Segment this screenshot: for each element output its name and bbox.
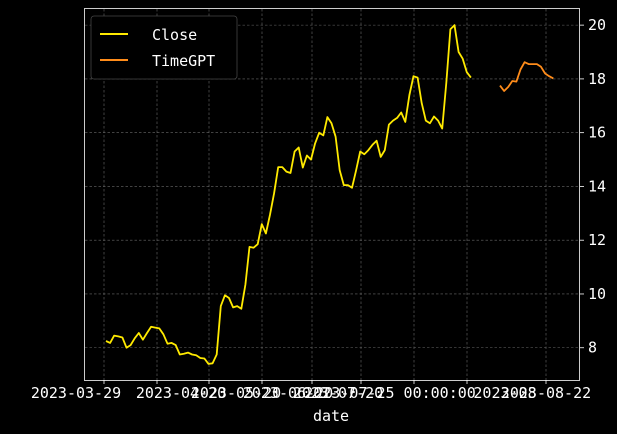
legend-box	[90, 15, 238, 80]
x-tick-label: 2023-08-22	[501, 384, 591, 402]
x-axis: 2023-03-29 2023-04-202023-05-202023-06-20…	[31, 380, 591, 402]
x-tick-label: 2023-05-20	[191, 384, 281, 402]
legend-label-timegpt: TimeGPT	[152, 52, 215, 70]
y-tick-label: 14	[588, 177, 606, 195]
y-tick-label: 20	[588, 16, 606, 34]
grid	[85, 9, 580, 380]
y-axis: 8 10 12 14 16 18 20	[580, 16, 606, 357]
x-tick-label: 2023-03-29	[31, 384, 121, 402]
series-line-close	[105, 24, 472, 365]
x-tick-label: 2023-07-20	[293, 384, 383, 402]
series-lines	[105, 24, 554, 365]
series-line-timegpt	[499, 61, 554, 92]
plot-frame	[84, 8, 580, 381]
y-tick-label: 12	[588, 231, 606, 249]
x-tick-label: 2023-04-20	[136, 384, 226, 402]
x-tick-label: 2023-08	[473, 384, 536, 402]
y-tick-label: 16	[588, 124, 606, 142]
y-tick-label: 18	[588, 70, 606, 88]
y-tick-label: 10	[588, 285, 606, 303]
y-tick-label: 8	[588, 339, 597, 357]
x-tick-label: 2023-07-25 00:00:00	[304, 384, 476, 402]
legend-label-close: Close	[152, 26, 197, 44]
legend: Close TimeGPT	[90, 15, 238, 80]
x-tick-label: 2023-06-20	[243, 384, 333, 402]
x-axis-label: date	[313, 407, 349, 425]
